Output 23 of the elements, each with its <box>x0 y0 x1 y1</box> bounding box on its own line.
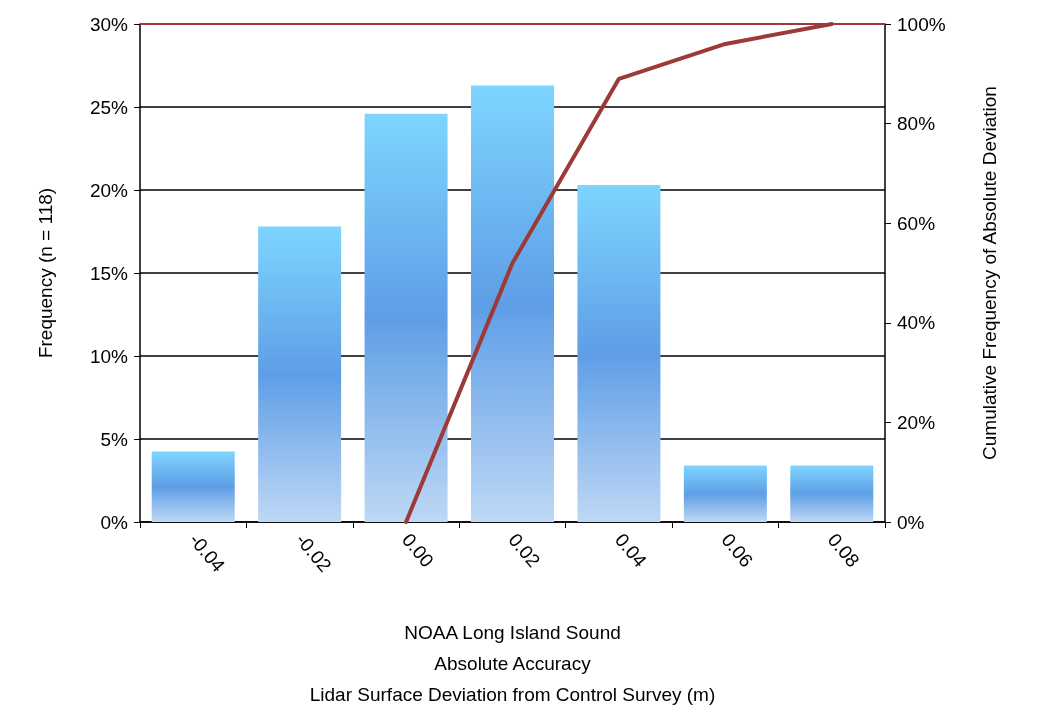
y-tick-label: 20% <box>89 179 129 201</box>
y2-tick-label: 60% <box>897 212 936 234</box>
y-tick-label: 0% <box>100 511 129 533</box>
y2-axis-title: Cumulative Frequency of Absolute Deviation <box>979 86 1000 460</box>
x-axis-title: NOAA Long Island Sound Absolute Accuracy Lidar Surface Deviation from Control Survey (m) <box>309 622 716 705</box>
y-tick-label: 30% <box>89 13 129 35</box>
bar <box>258 226 342 522</box>
y2-tick-label: 100% <box>897 13 946 35</box>
y-tick-label: 15% <box>89 262 129 284</box>
y-tick-label: 25% <box>89 96 129 118</box>
bar <box>790 465 874 522</box>
y-axis-title: Frequency (n = 118) <box>35 187 56 359</box>
y2-tick-label: 40% <box>897 312 936 334</box>
bar <box>151 451 235 522</box>
y-tick-label: 5% <box>100 428 129 450</box>
y2-tick-label: 20% <box>897 411 936 433</box>
bar <box>577 185 661 522</box>
y-tick-label: 10% <box>89 345 129 367</box>
bar <box>470 85 555 522</box>
bar <box>364 113 448 522</box>
y2-tick-label: 80% <box>897 113 936 135</box>
y2-tick-label: 0% <box>897 511 925 533</box>
bar <box>683 465 767 522</box>
